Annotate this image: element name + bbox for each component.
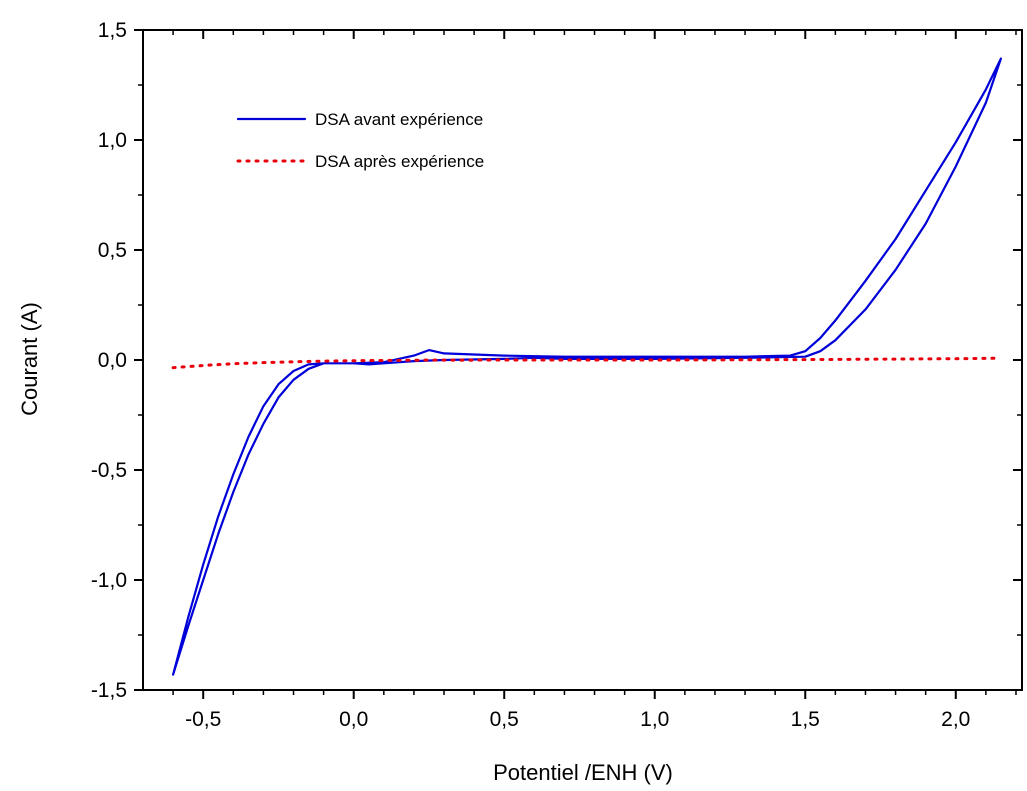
- y-tick-label: -1,5: [91, 679, 127, 702]
- x-tick-label: 0,5: [490, 708, 519, 731]
- x-axis-title: Potentiel /ENH (V): [493, 760, 673, 785]
- plot-border: [142, 29, 1023, 691]
- y-axis-title: Courant (A): [17, 302, 42, 416]
- x-tick-label: 1,0: [640, 708, 669, 731]
- y-tick-label: -1,0: [91, 569, 127, 592]
- legend: DSA avant expérience DSA après expérience: [236, 110, 484, 171]
- axis-ticks: -0,5 0,0 0,5 1,0 1,5 2,0 -1,5 -1,0 -0,5 0,0 0,5 1,0…: [91, 19, 1022, 731]
- legend-label-2: DSA après expérience: [315, 152, 484, 171]
- y-tick-label: 0,0: [98, 349, 127, 372]
- x-tick-label: -0,5: [185, 708, 221, 731]
- series-line-1: [172, 57, 1003, 676]
- x-tick-label: 0,0: [339, 708, 368, 731]
- series-line-2: [171, 356, 1003, 370]
- x-tick-label: 2,0: [941, 708, 970, 731]
- y-tick-label: 1,0: [98, 129, 127, 152]
- data-series: [171, 57, 1003, 676]
- plot-frame: [142, 29, 1023, 691]
- y-tick-label: -0,5: [91, 459, 127, 482]
- x-tick-label: 1,5: [791, 708, 820, 731]
- y-tick-label: 1,5: [98, 19, 127, 42]
- y-tick-label: 0,5: [98, 239, 127, 262]
- legend-label-1: DSA avant expérience: [315, 110, 483, 129]
